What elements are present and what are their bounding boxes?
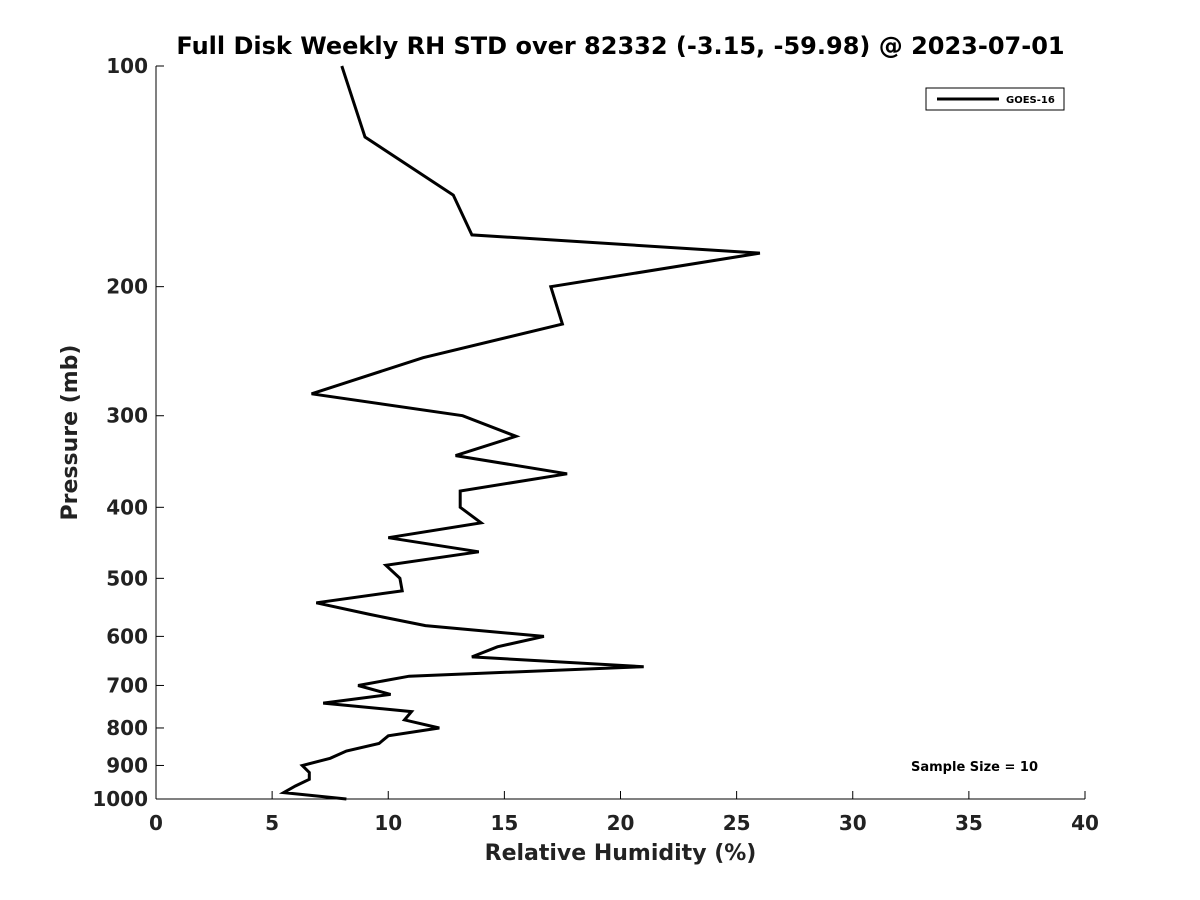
- x-axis-ticks: 0 5 10 15 20 25 30 35 40: [149, 791, 1099, 835]
- y-tick-label: 700: [106, 673, 148, 697]
- x-tick-label: 5: [265, 811, 279, 835]
- x-tick-label: 25: [723, 811, 751, 835]
- chart-title: Full Disk Weekly RH STD over 82332 (-3.1…: [176, 32, 1064, 60]
- axes: [155, 66, 1085, 800]
- legend: GOES-16: [925, 87, 1065, 111]
- y-axis-label: Pressure (mb): [58, 345, 83, 521]
- y-tick-label: 600: [106, 624, 148, 648]
- y-tick-label: 200: [106, 275, 148, 299]
- x-tick-label: 40: [1071, 811, 1099, 835]
- y-tick-label: 100: [106, 54, 148, 78]
- x-tick-label: 15: [490, 811, 518, 835]
- y-tick-label: 500: [106, 566, 148, 590]
- x-axis-label: Relative Humidity (%): [485, 841, 757, 866]
- y-tick-label: 900: [106, 753, 148, 777]
- y-tick-label: 1000: [92, 787, 148, 811]
- x-tick-label: 10: [374, 811, 402, 835]
- goes16-series-line: [278, 65, 761, 801]
- x-tick-label: 20: [607, 811, 635, 835]
- x-tick-label: 35: [955, 811, 983, 835]
- x-tick-label: 30: [839, 811, 867, 835]
- y-tick-label: 800: [106, 716, 148, 740]
- legend-label-goes16: GOES-16: [1006, 95, 1055, 106]
- sample-size-annotation: Sample Size = 10: [911, 760, 1038, 775]
- y-tick-label: 300: [106, 404, 148, 428]
- y-tick-label: 400: [106, 495, 148, 519]
- x-tick-label: 0: [149, 811, 163, 835]
- y-axis-ticks: 100 200 300 400 500 600 700 800 900 1000: [92, 54, 164, 811]
